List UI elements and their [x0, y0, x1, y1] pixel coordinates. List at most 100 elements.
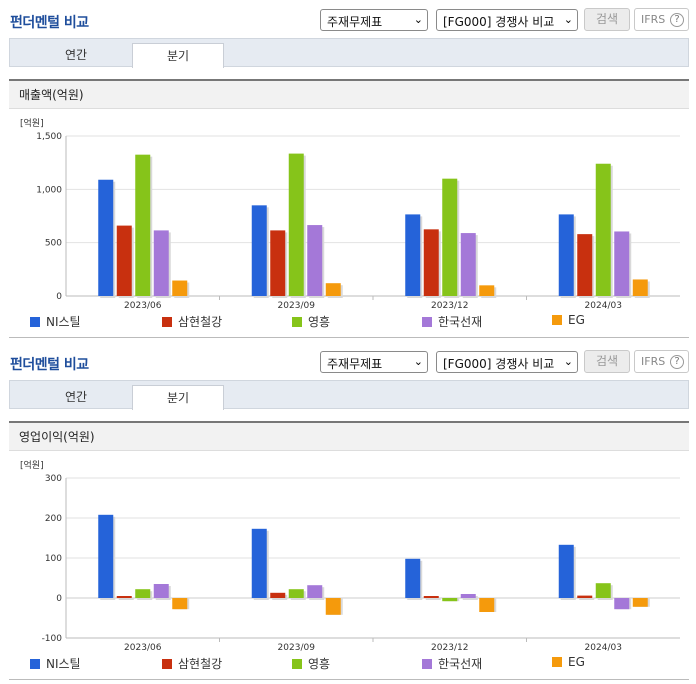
legend-item: 한국선재 [422, 655, 482, 672]
legend-swatch [162, 317, 172, 327]
bar-shadow [118, 598, 134, 600]
divider [9, 337, 689, 338]
chart-legend: NI스틸 삼현철강 영흥 한국선재 EG [30, 655, 670, 671]
ifrs-help-button[interactable]: IFRS? [634, 350, 689, 373]
bar [325, 283, 341, 296]
x-tick-label: 2023/09 [278, 301, 316, 310]
legend-item: NI스틸 [30, 655, 81, 672]
bar [405, 558, 421, 598]
legend-swatch [30, 317, 40, 327]
unit-label: [억원] [20, 459, 44, 471]
operating-profit-bar-chart: [억원] -100 0 100 200 300 2023/06 2023/09 2023/12 2… [20, 459, 680, 652]
x-tick-label: 2023/12 [431, 643, 468, 652]
y-tick-label: 1,500 [36, 132, 62, 142]
legend-swatch [292, 317, 302, 327]
bar [172, 280, 188, 296]
divider [9, 679, 689, 680]
bar [98, 179, 114, 296]
tab-quarterly[interactable]: 분기 [132, 43, 224, 68]
competitor-compare-select[interactable]: [FG000] 경쟁사 비교 ⌄ [436, 9, 578, 31]
bar [307, 225, 323, 296]
bar [153, 584, 169, 598]
x-tick-label: 2023/09 [278, 643, 316, 652]
chevron-down-icon: ⌄ [413, 13, 423, 26]
panel-title: 펀더멘털 비교 [10, 357, 89, 373]
bar [288, 153, 304, 296]
legend-swatch [422, 317, 432, 327]
bar [270, 592, 286, 598]
legend-swatch [422, 659, 432, 669]
competitor-compare-select[interactable]: [FG000] 경쟁사 비교 ⌄ [436, 351, 578, 373]
x-tick-label: 2023/06 [124, 301, 162, 310]
legend-item: 영흥 [292, 313, 330, 330]
tab-annual[interactable]: 연간 [64, 390, 88, 404]
bar [423, 229, 439, 296]
bar [251, 528, 267, 598]
bar [614, 231, 630, 296]
section-header: 영업이익(억원) [9, 421, 689, 451]
legend-item: NI스틸 [30, 313, 81, 330]
tab-quarterly[interactable]: 분기 [132, 385, 224, 410]
y-tick-label: 500 [45, 239, 62, 249]
bar [153, 230, 169, 296]
chevron-down-icon: ⌄ [413, 355, 423, 368]
bar [577, 595, 593, 598]
legend-item: 삼현철강 [162, 313, 222, 330]
bar [172, 598, 188, 610]
question-icon: ? [670, 355, 684, 369]
period-tabs: 연간 분기 [9, 38, 689, 68]
y-tick-label: 300 [45, 474, 62, 484]
fundamental-panel-operating-profit: 펀더멘털 비교 주재무제표 ⌄ [FG000] 경쟁사 비교 ⌄ 검색 IFRS? … [0, 342, 696, 684]
y-tick-label: 100 [45, 554, 62, 564]
x-tick-label: 2024/03 [585, 643, 622, 652]
bar [270, 230, 286, 296]
bar [558, 544, 574, 598]
fundamental-panel-revenue: 펀더멘털 비교 주재무제표 ⌄ [FG000] 경쟁사 비교 ⌄ 검색 IFRS? … [9, 8, 689, 338]
bar [442, 598, 458, 602]
chevron-down-icon: ⌄ [563, 13, 573, 26]
legend-item: 영흥 [292, 655, 330, 672]
y-tick-label: 0 [56, 594, 62, 604]
bar [558, 214, 574, 296]
legend-item: EG [552, 655, 585, 669]
bar [460, 594, 476, 598]
bar [116, 596, 132, 598]
legend-swatch [30, 659, 40, 669]
bar [116, 225, 132, 296]
bar [614, 598, 630, 610]
y-tick-label: 0 [56, 292, 62, 302]
legend-item: EG [552, 313, 585, 327]
legend-swatch [552, 657, 562, 667]
statement-type-select[interactable]: 주재무제표 ⌄ [320, 9, 428, 31]
bar [251, 205, 267, 296]
bar [288, 589, 304, 598]
y-tick-label: 200 [45, 514, 62, 524]
bar [135, 154, 151, 296]
period-tabs: 연간 분기 [9, 380, 689, 410]
x-tick-label: 2023/06 [124, 643, 162, 652]
chevron-down-icon: ⌄ [563, 355, 573, 368]
bar [632, 279, 648, 296]
tab-annual[interactable]: 연간 [64, 48, 88, 62]
ifrs-help-button[interactable]: IFRS? [634, 8, 689, 31]
bar [595, 163, 611, 296]
bar [479, 598, 495, 612]
bar [98, 514, 114, 598]
legend-item: 한국선재 [422, 313, 482, 330]
y-tick-label: -100 [42, 634, 63, 644]
bar [460, 233, 476, 296]
x-tick-label: 2024/03 [585, 301, 622, 310]
bar [442, 178, 458, 296]
bar-shadow [425, 598, 441, 600]
bar [307, 585, 323, 598]
legend-item: 삼현철강 [162, 655, 222, 672]
y-tick-label: 1,000 [36, 185, 62, 195]
bar [135, 589, 151, 598]
chart-legend: NI스틸 삼현철강 영흥 한국선재 EG [30, 313, 670, 329]
statement-type-select[interactable]: 주재무제표 ⌄ [320, 351, 428, 373]
section-header: 매출액(억원) [9, 79, 689, 109]
bar [423, 596, 439, 598]
bar [405, 214, 421, 296]
search-button[interactable]: 검색 [584, 350, 630, 373]
search-button[interactable]: 검색 [584, 8, 630, 31]
